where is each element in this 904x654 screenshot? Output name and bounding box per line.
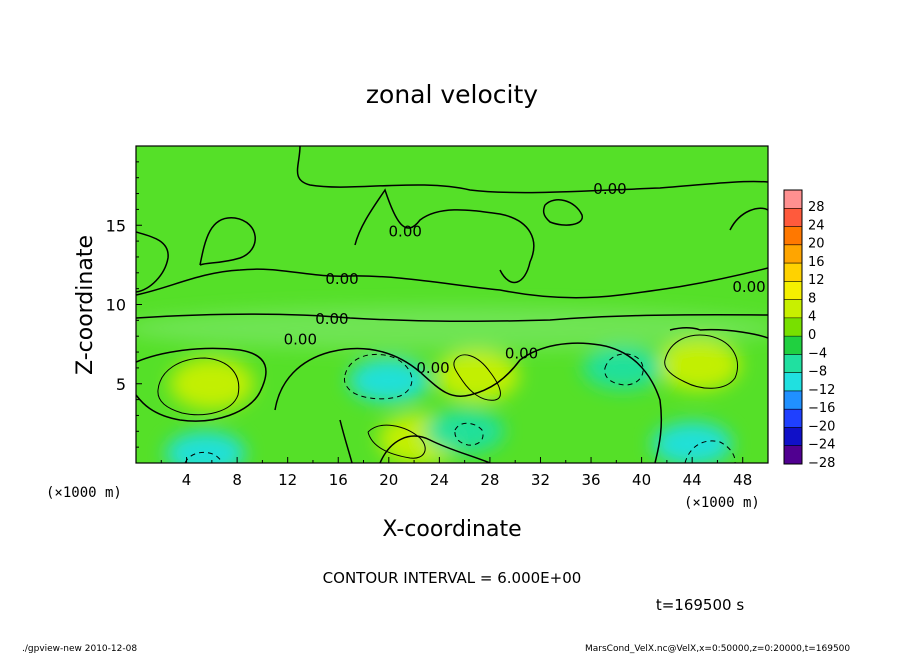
plot-area: 0.00 0.00 0.00 0.00 0.00 0.00 0.00 0.00 <box>136 146 768 463</box>
colorbar-swatch <box>784 263 802 282</box>
contour-line <box>157 357 240 416</box>
x-tick-label: 28 <box>480 471 499 489</box>
colorbar-label: 24 <box>808 218 825 233</box>
chart-title: zonal velocity <box>366 80 538 109</box>
x-tick-label: 44 <box>683 471 702 489</box>
x-axis-label: X-coordinate <box>382 517 521 542</box>
colorbar-label: −8 <box>808 365 827 380</box>
x-axis: 4 8 12 16 20 24 28 32 36 40 44 48 <box>160 457 752 489</box>
contour-line <box>354 188 535 284</box>
colorbar-swatch <box>784 208 802 228</box>
contour-line <box>542 199 583 226</box>
colorbar-swatch <box>784 244 802 264</box>
field-extremum <box>582 345 663 390</box>
footer-right: MarsCond_VelX.nc@VelX,x=0:50000,z=0:2000… <box>585 644 850 654</box>
colorbar-swatch <box>784 427 802 447</box>
contour-line <box>604 353 644 386</box>
contour-label: 0.00 <box>325 270 358 288</box>
field-extremum <box>165 431 246 463</box>
contour-line <box>729 207 768 231</box>
contour-label: 0.00 <box>732 278 765 296</box>
x-tick-label: 4 <box>182 471 192 489</box>
x-tick-label: 48 <box>733 471 752 489</box>
contour-label: 0.00 <box>416 359 449 377</box>
y-tick-label: 5 <box>116 375 126 394</box>
colorbar-swatch <box>784 336 802 355</box>
colorbar-label: −20 <box>808 419 835 434</box>
colorbar-label: 4 <box>808 310 816 325</box>
contour-line <box>136 347 267 422</box>
field-extremum <box>169 357 254 410</box>
y-axis-label: Z-coordinate <box>73 235 98 375</box>
x-tick-label: 12 <box>278 471 297 489</box>
colorbar-swatch <box>784 372 802 392</box>
time-label: t=169500 s <box>656 596 744 614</box>
x-tick-label: 24 <box>430 471 449 489</box>
y-axis: 5 10 15 <box>106 161 142 448</box>
colorbar-label: 16 <box>808 255 825 270</box>
y-tick-label: 10 <box>106 296 126 315</box>
contour-line <box>453 354 501 401</box>
colorbar-swatch <box>784 190 802 209</box>
contour-line <box>699 328 768 339</box>
x-tick-label: 8 <box>232 471 242 489</box>
x-tick-label: 16 <box>329 471 348 489</box>
contour-line <box>136 231 169 293</box>
contour-line <box>296 146 768 194</box>
colorbar-label: 8 <box>808 291 816 306</box>
field-extremum <box>652 421 733 463</box>
contour-line <box>367 424 426 459</box>
colorbar-swatch <box>784 317 802 337</box>
contour-line <box>184 451 223 463</box>
colorbar-label: −4 <box>808 346 827 361</box>
contour-line <box>664 334 739 389</box>
contour-line <box>339 419 353 463</box>
colorbar-swatch <box>784 354 802 374</box>
contour-line <box>136 313 768 323</box>
contour-line <box>379 435 491 463</box>
contour-label: 0.00 <box>593 180 626 198</box>
field-extremum <box>435 349 520 402</box>
contour-label: 0.00 <box>315 310 348 328</box>
contour-line <box>669 327 701 331</box>
x-tick-label: 20 <box>379 471 398 489</box>
colorbar-label: 20 <box>808 237 825 252</box>
contour-line <box>343 353 413 400</box>
colorbar: 28 24 20 16 12 8 4 0 −4 −8 −12 −16 −20 −24 −28 <box>783 189 835 471</box>
colorbar-swatch <box>784 390 802 410</box>
colorbar-swatch <box>784 281 802 301</box>
contour-line <box>199 217 256 266</box>
field-extremum <box>656 338 741 391</box>
y-unit-label: (×1000 m) <box>46 485 122 501</box>
colorbar-swatch <box>784 445 802 465</box>
field-extremum <box>348 358 429 403</box>
contour-label: 0.00 <box>505 345 538 363</box>
colorbar-label: −24 <box>808 438 835 453</box>
x-tick-label: 40 <box>632 471 651 489</box>
contour-label: 0.00 <box>389 223 422 241</box>
footer-left: ./gpview-new 2010-12-08 <box>22 644 137 654</box>
colorbar-swatch <box>784 409 802 428</box>
contour-label: 0.00 <box>284 330 317 348</box>
colorbar-label: 28 <box>808 200 825 215</box>
x-tick-label: 32 <box>531 471 550 489</box>
y-tick-label: 15 <box>106 216 126 235</box>
colorbar-swatch <box>784 226 802 246</box>
contour-line <box>684 440 736 463</box>
contour-interval-text: CONTOUR INTERVAL = 6.000E+00 <box>323 569 582 587</box>
colorbar-label: −16 <box>808 401 835 416</box>
colorbar-label: −28 <box>808 456 835 471</box>
x-unit-label: (×1000 m) <box>684 495 760 511</box>
colorbar-label: −12 <box>808 383 835 398</box>
x-tick-label: 36 <box>581 471 600 489</box>
field-extremum <box>424 409 505 454</box>
colorbar-label: 12 <box>808 273 825 288</box>
colorbar-swatch <box>784 299 802 319</box>
colorbar-label: 0 <box>808 328 816 343</box>
contour-line <box>136 267 768 299</box>
